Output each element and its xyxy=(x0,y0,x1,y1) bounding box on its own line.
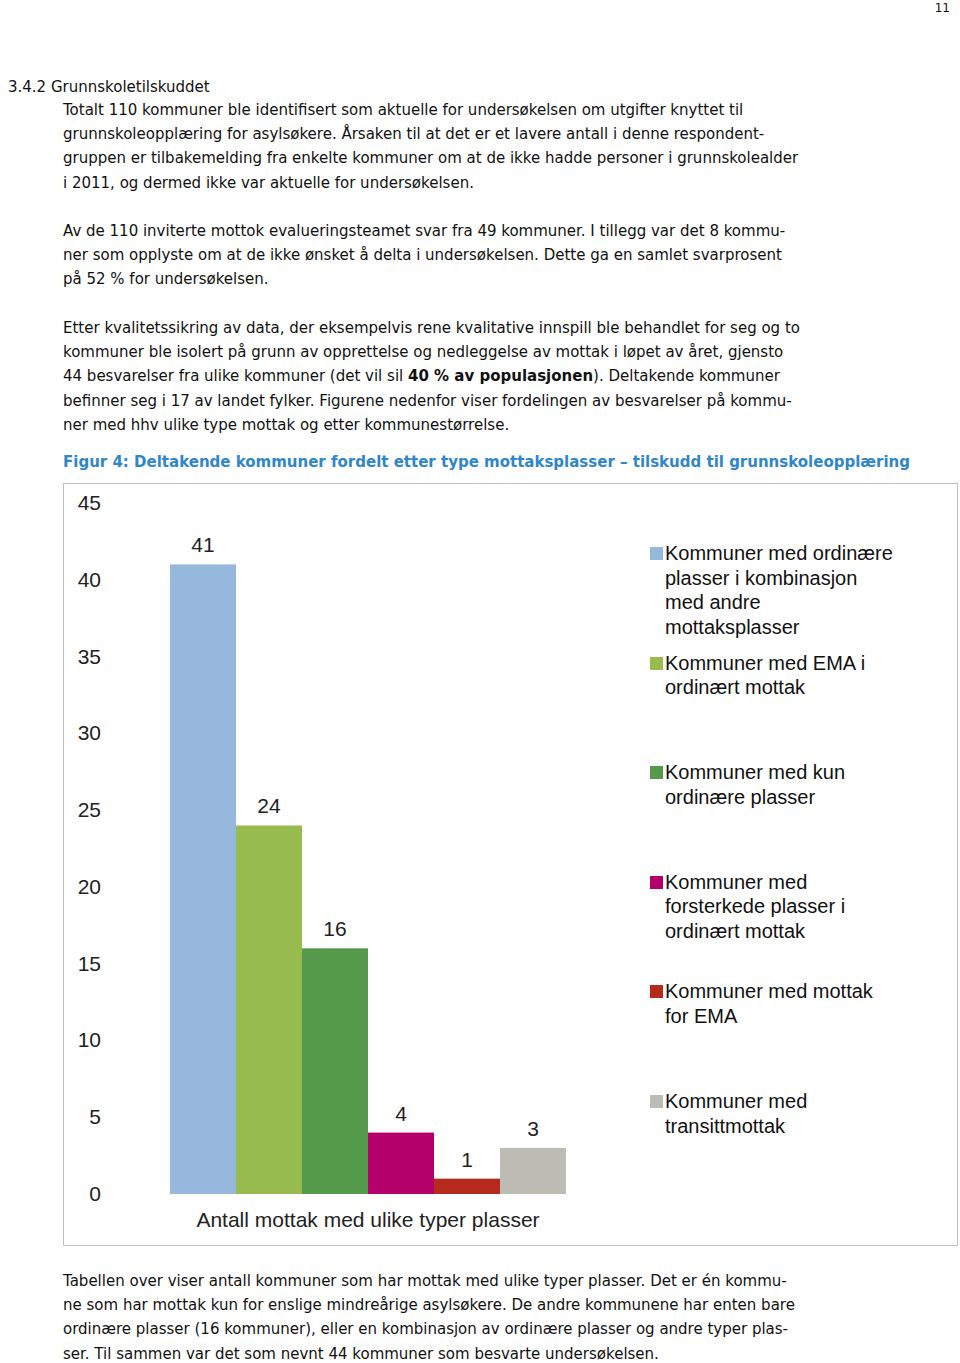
legend-label: Kommuner med EMA i ordinært mottak xyxy=(665,651,897,700)
bar xyxy=(500,1148,566,1194)
y-tick-label: 35 xyxy=(78,645,101,668)
data-label: 41 xyxy=(191,533,214,556)
chart-frame xyxy=(64,484,958,1246)
text-line: 44 besvarelser fra ulike kommuner (det v… xyxy=(63,366,780,386)
text-run: grunnskoleopplæring for asylsøkere. Årsa… xyxy=(63,125,764,143)
y-tick-label: 40 xyxy=(78,568,101,591)
text-run: ner som opplyste om at de ikke ønsket å … xyxy=(63,246,782,264)
text-run: befinner seg i 17 av landet fylker. Figu… xyxy=(63,392,792,410)
text-run: på 52 % for undersøkelsen. xyxy=(63,270,269,288)
data-label: 24 xyxy=(257,794,281,817)
legend-label: Kommuner med transittmottak xyxy=(665,1089,897,1138)
text-line: i 2011, og dermed ikke var aktuelle for … xyxy=(63,173,474,193)
bar xyxy=(302,948,368,1194)
bar xyxy=(236,825,302,1194)
y-tick-label: 0 xyxy=(89,1182,101,1205)
legend-label: Kommuner med ordinære plasser i kombinas… xyxy=(665,541,897,639)
text-line: ser. Til sammen var det som nevnt 44 kom… xyxy=(63,1344,659,1363)
y-tick-label: 25 xyxy=(78,798,101,821)
y-tick-label: 20 xyxy=(78,875,101,898)
y-tick-label: 5 xyxy=(89,1105,101,1128)
text-line: ordinære plasser (16 kommuner), eller en… xyxy=(63,1319,788,1339)
bar xyxy=(434,1179,500,1194)
section-heading: 3.4.2 Grunnskoletilskuddet xyxy=(8,77,210,97)
text-line: Etter kvalitetssikring av data, der ekse… xyxy=(63,318,800,338)
text-run: ordinære plasser (16 kommuner), eller en… xyxy=(63,1320,788,1338)
text-run: ne som har mottak kun for enslige mindre… xyxy=(63,1296,795,1314)
legend-swatch xyxy=(650,985,663,998)
text-run: kommuner ble isolert på grunn av opprett… xyxy=(63,343,783,361)
text-run: ). Deltakende kommuner xyxy=(593,367,780,385)
chart: 051015202530354045412416413Antall mottak… xyxy=(0,0,960,1363)
bar xyxy=(368,1133,434,1194)
text-run: Tabellen over viser antall kommuner som … xyxy=(63,1272,787,1290)
figure-caption: Figur 4: Deltakende kommuner fordelt ett… xyxy=(63,452,910,472)
text-run: 44 besvarelser fra ulike kommuner (det v… xyxy=(63,367,408,385)
data-label: 1 xyxy=(461,1148,473,1171)
text-run: Av de 110 inviterte mottok evalueringste… xyxy=(63,222,785,240)
legend-swatch xyxy=(650,1095,663,1108)
data-labels: 412416413 xyxy=(191,533,539,1170)
text-line: på 52 % for undersøkelsen. xyxy=(63,269,269,289)
text-line: Tabellen over viser antall kommuner som … xyxy=(63,1271,787,1291)
data-label: 16 xyxy=(323,917,346,940)
y-tick-label: 30 xyxy=(78,721,101,744)
page-number: 11 xyxy=(935,0,950,16)
data-label: 3 xyxy=(527,1117,539,1140)
text-line: kommuner ble isolert på grunn av opprett… xyxy=(63,342,783,362)
bar xyxy=(170,564,236,1194)
legend-swatch xyxy=(650,766,663,779)
text-run: Totalt 110 kommuner ble identifisert som… xyxy=(63,101,743,119)
text-line: ner som opplyste om at de ikke ønsket å … xyxy=(63,245,782,265)
legend-swatch xyxy=(650,547,663,560)
legend-label: Kommuner med forsterkede plasser i ordin… xyxy=(665,870,897,944)
text-run: i 2011, og dermed ikke var aktuelle for … xyxy=(63,174,474,192)
text-line: gruppen er tilbakemelding fra enkelte ko… xyxy=(63,148,798,168)
text-line: befinner seg i 17 av landet fylker. Figu… xyxy=(63,391,792,411)
text-run: ser. Til sammen var det som nevnt 44 kom… xyxy=(63,1345,659,1363)
legend-label: Kommuner med mottak for EMA xyxy=(665,979,897,1028)
bold-text: 40 % av populasjonen xyxy=(408,367,593,385)
text-line: Totalt 110 kommuner ble identifisert som… xyxy=(63,100,743,120)
legend-swatch xyxy=(650,657,663,670)
y-tick-label: 45 xyxy=(78,491,101,514)
y-tick-label: 10 xyxy=(78,1028,101,1051)
text-line: Av de 110 inviterte mottok evalueringste… xyxy=(63,221,785,241)
text-run: ner med hhv ulike type mottak og etter k… xyxy=(63,416,509,434)
text-run: gruppen er tilbakemelding fra enkelte ko… xyxy=(63,149,798,167)
y-tick-label: 15 xyxy=(78,952,101,975)
legend-label: Kommuner med kun ordinære plasser xyxy=(665,760,897,809)
legend-swatch xyxy=(650,876,663,889)
x-tick-label: Antall mottak med ulike typer plasser xyxy=(196,1208,539,1231)
text-line: grunnskoleopplæring for asylsøkere. Årsa… xyxy=(63,124,764,144)
bars xyxy=(170,564,566,1194)
data-label: 4 xyxy=(395,1102,407,1125)
text-line: ner med hhv ulike type mottak og etter k… xyxy=(63,415,509,435)
text-line: ne som har mottak kun for enslige mindre… xyxy=(63,1295,795,1315)
text-run: Etter kvalitetssikring av data, der ekse… xyxy=(63,319,800,337)
